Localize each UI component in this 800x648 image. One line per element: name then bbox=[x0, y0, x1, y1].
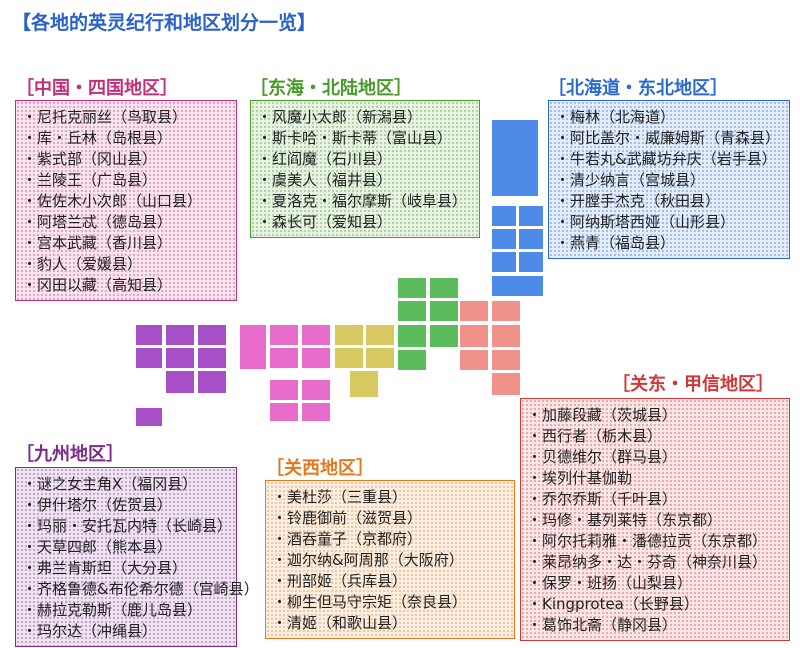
servant-item: ・保罗・班扬（山梨县） bbox=[527, 574, 693, 592]
servant-item: ・紫式部（冈山县） bbox=[22, 150, 158, 168]
servant-item: ・阿纳斯塔西娅（山形县） bbox=[555, 213, 736, 231]
servant-item: ・赫拉克勒斯（鹿儿岛县） bbox=[22, 601, 203, 619]
servant-item: ・谜之女主角X（福冈县） bbox=[22, 475, 198, 493]
kansai-blocks bbox=[335, 325, 394, 397]
region-heading: ［北海道・东北地区］ bbox=[548, 78, 728, 99]
servant-item: ・酒吞童子（京都府） bbox=[272, 530, 423, 548]
servant-item: ・加藤段藏（茨城县） bbox=[527, 406, 678, 424]
servant-item: ・阿塔兰忒（德岛县） bbox=[22, 213, 173, 231]
region-heading: ［关东・甲信地区］ bbox=[612, 374, 774, 395]
region-heading: ［东海・北陆地区］ bbox=[250, 78, 412, 99]
servant-item: ・虞美人（福井县） bbox=[257, 171, 393, 189]
servant-item: ・乔尔乔斯（千叶县） bbox=[527, 490, 678, 508]
servant-item: ・齐格鲁德&布伦希尔德（宫崎县） bbox=[22, 580, 259, 598]
servant-item: ・清姬（和歌山县） bbox=[272, 614, 408, 632]
servant-item: ・红阎魔（石川县） bbox=[257, 150, 393, 168]
servant-item: ・美杜莎（三重县） bbox=[272, 488, 408, 506]
servant-item: ・迦尔纳&阿周那（大阪府） bbox=[272, 551, 464, 569]
servant-item: ・埃列什基伽勒 bbox=[527, 469, 633, 487]
servant-item: ・清少纳言（宫城县） bbox=[555, 171, 706, 189]
servant-item: ・尼托克丽丝（鸟取县） bbox=[22, 108, 188, 126]
region-box: ・梅林（北海道） ・阿比盖尔・威廉姆斯（青森县） ・牛若丸&武藏坊弁庆（岩手县） ・清… bbox=[548, 100, 790, 259]
chugoku-shikoku-blocks bbox=[240, 325, 330, 421]
servant-item: ・铃鹿御前（滋贺县） bbox=[272, 509, 423, 527]
servant-item: ・豹人（爱媛县） bbox=[22, 255, 143, 273]
servant-item: ・斯卡哈・斯卡蒂（富山县） bbox=[257, 129, 453, 147]
servant-item: ・宫本武藏（香川县） bbox=[22, 234, 173, 252]
servant-item: ・开膛手杰克（秋田县） bbox=[555, 192, 721, 210]
region-box: ・尼托克丽丝（鸟取县） ・库・丘林（岛根县） ・紫式部（冈山县） ・兰陵王（广岛县） ・… bbox=[15, 100, 237, 301]
servant-item: ・燕青（福岛县） bbox=[555, 234, 676, 252]
chubu-blocks bbox=[398, 278, 458, 370]
servant-item: ・天草四郎（熊本县） bbox=[22, 538, 173, 556]
servant-item: ・刑部姬（兵库县） bbox=[272, 572, 408, 590]
servant-item: ・弗兰肯斯坦（大分县） bbox=[22, 559, 188, 577]
tohoku-blocks bbox=[492, 120, 543, 296]
region-box: ・美杜莎（三重县） ・铃鹿御前（滋贺县） ・酒吞童子（京都府） ・迦尔纳&阿周那（大阪… bbox=[265, 480, 515, 639]
servant-item: ・西行者（栃木县） bbox=[527, 427, 663, 445]
servant-item: ・葛饰北斋（静冈县） bbox=[527, 616, 678, 634]
region-heading: ［中国・四国地区］ bbox=[16, 78, 178, 99]
region-box: ・加藤段藏（茨城县） ・西行者（栃木县） ・贝德维尔（群马县） ・埃列什基伽勒・乔尔乔… bbox=[520, 398, 790, 641]
kyushu-blocks bbox=[136, 325, 226, 426]
servant-item: ・兰陵王（广岛县） bbox=[22, 171, 158, 189]
servant-item: ・冈田以藏（高知县） bbox=[22, 276, 173, 294]
page-title: 【各地的英灵纪行和地区划分一览】 bbox=[12, 12, 317, 34]
region-box: ・风魔小太郎（新潟县） ・斯卡哈・斯卡蒂（富山县） ・红阎魔（石川县） ・虞美人（福井… bbox=[250, 100, 480, 238]
servant-item: ・Kingprotea（长野县） bbox=[527, 595, 699, 613]
servant-item: ・柳生但马守宗矩（奈良县） bbox=[272, 593, 468, 611]
servant-item: ・夏洛克・福尔摩斯（岐阜县） bbox=[257, 192, 468, 210]
kanto-blocks bbox=[460, 301, 520, 395]
servant-item: ・风魔小太郎（新潟县） bbox=[257, 108, 423, 126]
servant-item: ・伊什塔尔（佐贺县） bbox=[22, 496, 173, 514]
servant-item: ・莱昂纳多・达・芬奇（神奈川县） bbox=[527, 553, 768, 571]
servant-item: ・阿比盖尔・威廉姆斯（青森县） bbox=[555, 129, 781, 147]
region-heading: ［九州地区］ bbox=[16, 444, 124, 465]
servant-item: ・玛丽・安托瓦内特（长崎县） bbox=[22, 517, 233, 535]
servant-item: ・库・丘林（岛根县） bbox=[22, 129, 173, 147]
servant-item: ・玛尔达（冲绳县） bbox=[22, 622, 158, 640]
servant-item: ・佐佐木小次郎（山口县） bbox=[22, 192, 203, 210]
region-box: ・谜之女主角X（福冈县） ・伊什塔尔（佐贺县） ・玛丽・安托瓦内特（长崎县） ・天草四… bbox=[15, 467, 259, 647]
servant-item: ・玛修・基列莱特（东京都） bbox=[527, 511, 723, 529]
servant-item: ・阿尔托莉雅・潘德拉贡（东京都） bbox=[527, 532, 768, 550]
servant-item: ・森长可（爱知县） bbox=[257, 213, 393, 231]
region-heading: ［关西地区］ bbox=[266, 458, 374, 479]
servant-item: ・牛若丸&武藏坊弁庆（岩手县） bbox=[555, 150, 777, 168]
servant-item: ・贝德维尔（群马县） bbox=[527, 448, 678, 466]
servant-item: ・梅林（北海道） bbox=[555, 108, 676, 126]
